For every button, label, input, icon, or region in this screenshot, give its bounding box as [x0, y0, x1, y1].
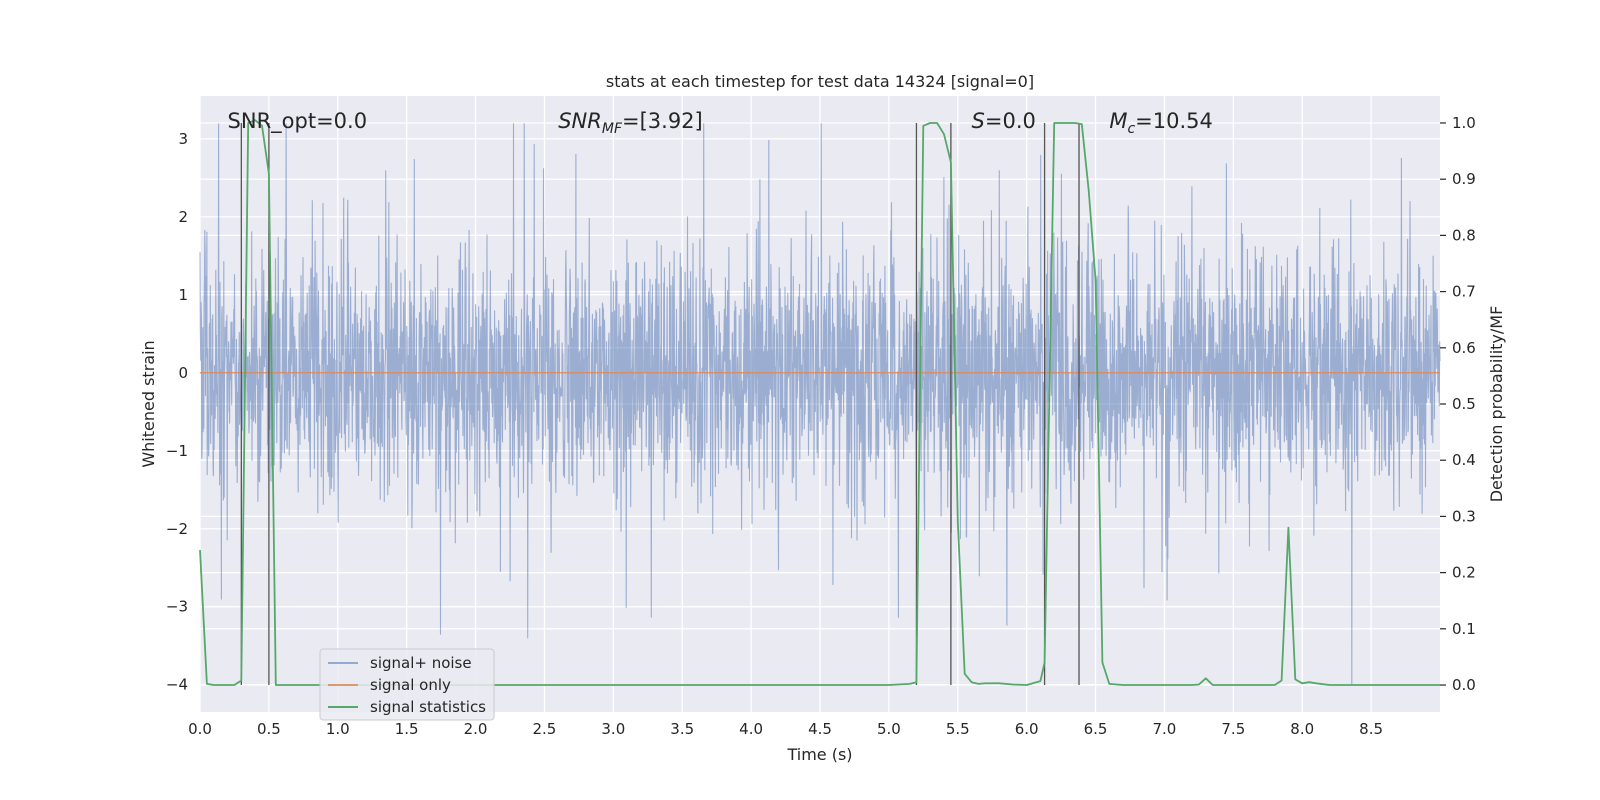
- x-tick-label: 2.5: [533, 720, 557, 738]
- legend: signal+ noise signal only signal statist…: [319, 648, 495, 721]
- y-axis-ticks: −4 −3 −2 −1 0 1 2 3: [166, 130, 188, 694]
- y2-tick-label: 1.0: [1452, 114, 1476, 132]
- x-axis-ticks: 0.0 0.5 1.0 1.5 2.0 2.5 3.0 3.5 4.0 4.5 5.0 5.5 6.0 6…: [188, 720, 1383, 738]
- y2-tick-label: 0.2: [1452, 564, 1476, 582]
- x-tick-label: 2.0: [464, 720, 488, 738]
- x-tick-label: 7.5: [1221, 720, 1245, 738]
- x-tick-label: 5.0: [877, 720, 901, 738]
- y2-tick-label: 0.8: [1452, 226, 1476, 244]
- y2-tick-label: 0.3: [1452, 507, 1476, 525]
- chart-title: stats at each timestep for test data 143…: [606, 72, 1034, 91]
- x-axis-label: Time (s): [786, 745, 852, 764]
- x-tick-label: 1.5: [395, 720, 419, 738]
- y-tick-label: 3: [178, 130, 188, 148]
- annotation: SNRMF=[3.92]: [558, 109, 703, 137]
- y-tick-label: −1: [166, 442, 188, 460]
- annotation: S=0.0: [972, 109, 1036, 133]
- x-tick-label: 7.0: [1153, 720, 1177, 738]
- annotation: SNR_opt=0.0: [228, 109, 368, 134]
- y2-tick-label: 0.5: [1452, 395, 1476, 413]
- x-tick-label: 8.0: [1290, 720, 1314, 738]
- y-tick-label: −2: [166, 520, 188, 538]
- vertical-markers: [240, 122, 1080, 686]
- y2-tick-label: 0.4: [1452, 451, 1476, 469]
- y-axis-label: Whitened strain: [139, 340, 158, 467]
- legend-label-signal-only: signal only: [370, 676, 451, 694]
- y2-tick-label: 0.9: [1452, 170, 1476, 188]
- series-signal-statistics: [199, 119, 1440, 686]
- y-tick-label: −4: [166, 676, 188, 694]
- annotation: Mc=10.54: [1109, 109, 1213, 137]
- x-tick-label: 4.0: [739, 720, 763, 738]
- x-tick-label: 1.0: [326, 720, 350, 738]
- y2-tick-label: 0.6: [1452, 339, 1476, 357]
- y-tick-label: −3: [166, 598, 188, 616]
- x-tick-label: 3.5: [670, 720, 694, 738]
- y2-tick-label: 0.7: [1452, 283, 1476, 301]
- y2-axis-label: Detection probability/MF: [1487, 306, 1506, 503]
- y-tick-label: 2: [178, 208, 188, 226]
- signal-noise-line: [199, 123, 1441, 685]
- y2-tick-label: 0.1: [1452, 620, 1476, 638]
- signal-statistics-line: [199, 119, 1440, 686]
- x-tick-label: 0.0: [188, 720, 212, 738]
- y2-axis-ticks: 0.0 0.1 0.2 0.3 0.4 0.5 0.6 0.7 0.8 0.9 1.0: [1440, 114, 1476, 694]
- x-tick-label: 5.5: [946, 720, 970, 738]
- x-tick-label: 8.5: [1359, 720, 1383, 738]
- x-tick-label: 6.0: [1015, 720, 1039, 738]
- y2-tick-label: 0.0: [1452, 676, 1476, 694]
- x-tick-label: 3.0: [601, 720, 625, 738]
- legend-box: [319, 648, 495, 721]
- legend-label-signal-noise: signal+ noise: [370, 654, 472, 672]
- legend-label-signal-statistics: signal statistics: [370, 698, 486, 716]
- x-tick-label: 4.5: [808, 720, 832, 738]
- x-tick-label: 6.5: [1084, 720, 1108, 738]
- y-tick-label: 0: [178, 364, 188, 382]
- annotations: SNR_opt=0.0 SNRMF=[3.92] S=0.0 Mc=10.54: [228, 109, 1213, 137]
- series-signal-noise: [199, 123, 1441, 685]
- y-tick-label: 1: [178, 286, 188, 304]
- x-tick-label: 0.5: [257, 720, 281, 738]
